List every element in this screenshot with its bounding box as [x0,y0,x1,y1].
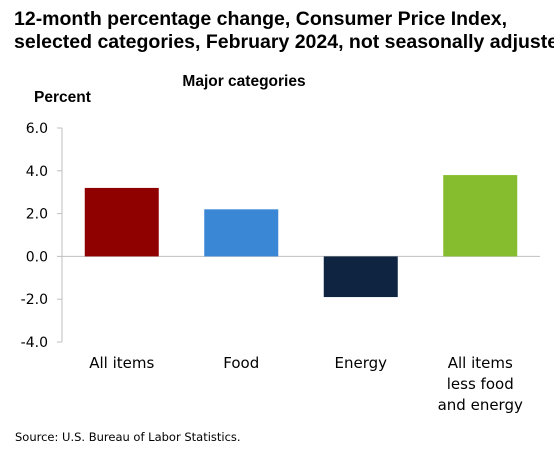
y-tick-label: 0.0 [26,249,48,265]
chart-title: 12-month percentage change, Consumer Pri… [14,8,554,54]
y-tick-label: 4.0 [26,164,48,180]
source-note: Source: U.S. Bureau of Labor Statistics. [15,430,241,444]
x-category-label: Energy [334,354,387,372]
y-tick-label: 6.0 [26,121,48,137]
x-category-label: All items [448,354,513,372]
y-tick-label: 2.0 [26,207,48,223]
chart-title-line-1: 12-month percentage change, Consumer Pri… [14,8,508,30]
bar [204,209,279,257]
x-category-label: All items [89,354,154,372]
chart-subtitle: Major categories [182,73,306,90]
bar [84,187,159,257]
y-axis-label: Percent [34,89,91,106]
bar [323,256,398,298]
chart-title-line-2: selected categories, February 2024, not … [14,31,554,53]
y-tick-label: -4.0 [21,335,48,351]
x-category-label: and energy [438,396,523,414]
x-category-label: less food [447,375,514,393]
y-tick-label: -2.0 [21,292,48,308]
x-category-label: Food [223,354,259,372]
bar [443,175,518,257]
